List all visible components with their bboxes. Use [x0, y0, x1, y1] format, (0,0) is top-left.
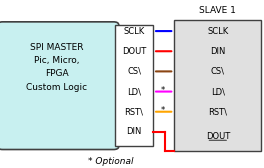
FancyBboxPatch shape — [0, 22, 119, 150]
Text: CS\: CS\ — [127, 67, 141, 76]
Text: SPI MASTER: SPI MASTER — [30, 43, 83, 52]
Bar — [174, 20, 261, 151]
Text: CS\: CS\ — [211, 67, 225, 76]
Text: Pic, Micro,: Pic, Micro, — [34, 56, 79, 65]
Text: SCLK: SCLK — [124, 27, 145, 36]
Text: RST\: RST\ — [125, 107, 144, 116]
Text: FPGA: FPGA — [45, 69, 69, 78]
Text: LD\: LD\ — [127, 87, 141, 96]
Text: DOUT: DOUT — [122, 47, 146, 56]
Text: SCLK: SCLK — [207, 27, 228, 36]
Text: DIN: DIN — [126, 127, 142, 136]
Text: RST\: RST\ — [208, 107, 227, 116]
Text: Custom Logic: Custom Logic — [26, 83, 87, 92]
Text: SLAVE 1: SLAVE 1 — [199, 6, 236, 15]
Text: DOUT: DOUT — [206, 132, 230, 141]
Text: LD\: LD\ — [211, 87, 225, 96]
Text: *: * — [160, 86, 164, 95]
Text: *: * — [160, 106, 164, 115]
Text: * Optional: * Optional — [88, 157, 134, 166]
Bar — [115, 25, 153, 146]
Text: DIN: DIN — [210, 47, 225, 56]
